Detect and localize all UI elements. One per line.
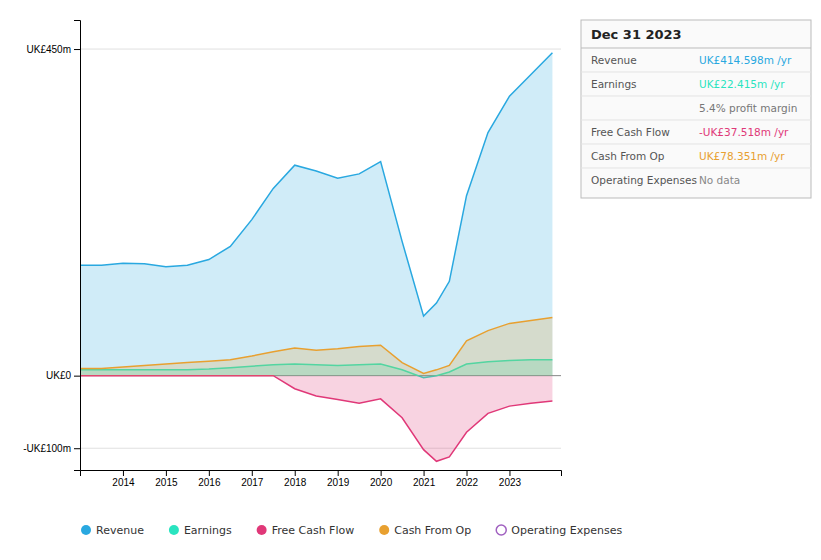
info-box-frame — [581, 20, 811, 198]
legend-item: Operating Expenses — [496, 524, 622, 537]
separator — [581, 144, 811, 145]
tick-label: 2017 — [241, 477, 264, 488]
tick-mark — [252, 470, 253, 476]
axis-line — [74, 21, 81, 471]
separator — [581, 48, 811, 49]
tick-label: 2016 — [198, 477, 221, 488]
info-value: No data — [699, 174, 740, 186]
tick-mark — [467, 470, 468, 476]
y-axis: -UK£100m UK£0 UK£450m — [23, 21, 80, 471]
legend-item: Earnings — [169, 524, 232, 537]
legend-label: Free Cash Flow — [272, 524, 355, 537]
info-label: Earnings — [591, 78, 637, 90]
area — [80, 376, 552, 462]
legend-item: Revenue — [81, 524, 144, 537]
marks — [80, 53, 552, 462]
tick-mark — [123, 470, 124, 476]
x-axis: 2014 2015 2016 2017 2018 2019 2020 2021 2022 2023 — [81, 470, 562, 488]
info-label: Revenue — [591, 54, 637, 66]
tick-mark — [295, 470, 296, 476]
tick: UK£0 — [46, 370, 80, 381]
tick-label: 2023 — [499, 477, 522, 488]
info-value: UK£22.415m /yr — [699, 78, 785, 90]
separator — [581, 120, 811, 121]
grid-line — [80, 448, 561, 449]
area — [80, 318, 552, 376]
tick: 2015 — [155, 470, 178, 488]
tick: 2018 — [284, 470, 307, 488]
tick-label: UK£450m — [27, 44, 71, 55]
tick-mark — [74, 448, 80, 449]
legend-item: Free Cash Flow — [257, 524, 355, 537]
tick: 2014 — [112, 470, 135, 488]
info-label: Operating Expenses — [591, 174, 697, 186]
tick-mark — [209, 470, 210, 476]
legend-swatch — [257, 525, 267, 535]
info-value: UK£78.351m /yr — [699, 150, 785, 162]
area — [80, 53, 552, 376]
grid-line — [80, 49, 561, 50]
tick: 2023 — [499, 470, 522, 488]
separator — [581, 96, 811, 97]
legend-label: Operating Expenses — [511, 524, 622, 537]
tick-label: -UK£100m — [23, 443, 71, 454]
tick: 2021 — [413, 470, 436, 488]
plot: 2014 2015 2016 2017 2018 2019 2020 2021 2022 2023… — [23, 21, 561, 489]
legend-label: Cash From Op — [394, 524, 471, 537]
tick-label: 2021 — [413, 477, 436, 488]
legend-label: Revenue — [96, 524, 144, 537]
tick-mark — [424, 470, 425, 476]
legend-swatch — [496, 525, 506, 535]
legend-swatch — [379, 525, 389, 535]
tick: 2016 — [198, 470, 221, 488]
tick-mark — [74, 49, 80, 50]
legend-swatch — [81, 525, 91, 535]
info-value: 5.4% profit margin — [699, 102, 797, 114]
tick-label: 2022 — [456, 477, 479, 488]
tick-mark — [338, 470, 339, 476]
line — [80, 376, 552, 462]
legend-label: Earnings — [184, 524, 232, 537]
tick: 2022 — [456, 470, 479, 488]
info-label: Free Cash Flow — [591, 126, 670, 138]
tick-mark — [509, 470, 510, 476]
tick: 2020 — [370, 470, 393, 488]
legend: Revenue Earnings Free Cash Flow Cash From O… — [81, 524, 622, 537]
separator — [581, 72, 811, 73]
info-value: -UK£37.518m /yr — [699, 126, 789, 138]
info-box-title: Dec 31 2023 — [591, 27, 682, 42]
tick-mark — [381, 470, 382, 476]
tick: UK£450m — [27, 44, 80, 55]
info-box: Dec 31 2023 Revenue UK£414.598m /yr Earning… — [581, 20, 811, 198]
tick: -UK£100m — [23, 443, 80, 454]
tick-label: 2014 — [112, 477, 135, 488]
info-label: Cash From Op — [591, 150, 665, 162]
info-value: UK£414.598m /yr — [699, 54, 792, 66]
tick-label: 2019 — [327, 477, 350, 488]
tick: 2019 — [327, 470, 350, 488]
line — [80, 318, 552, 374]
tick-label: 2018 — [284, 477, 307, 488]
tick-mark — [166, 470, 167, 476]
tick-label: 2020 — [370, 477, 393, 488]
tick: 2017 — [241, 470, 264, 488]
tick-label: 2015 — [155, 477, 178, 488]
legend-item: Cash From Op — [379, 524, 471, 537]
tick-mark — [74, 376, 80, 377]
separator — [581, 168, 811, 169]
axis-line — [81, 471, 562, 477]
legend-swatch — [169, 525, 179, 535]
tick-label: UK£0 — [46, 370, 71, 381]
line — [80, 53, 552, 316]
chart: 2014 2015 2016 2017 2018 2019 2020 2021 2022 2023… — [0, 0, 821, 560]
